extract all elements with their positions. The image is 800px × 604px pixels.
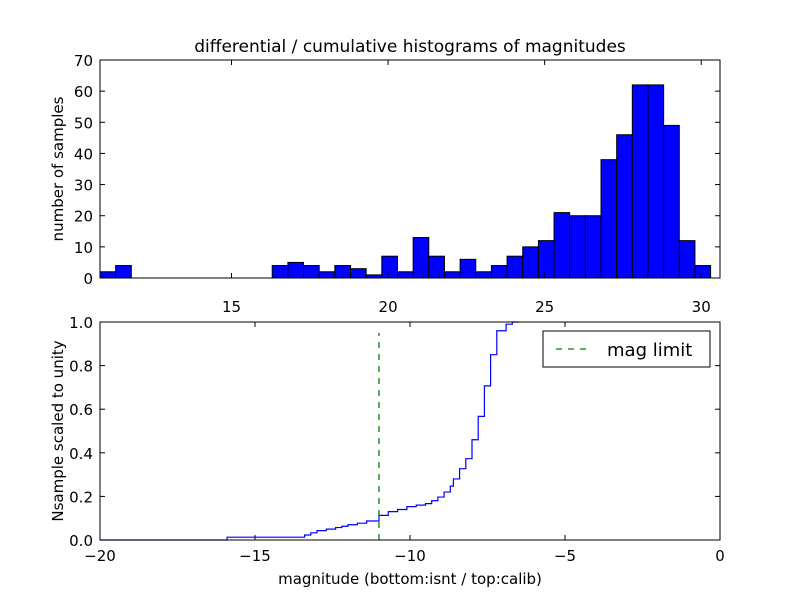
histogram-bar <box>663 124 680 279</box>
histogram-bar <box>115 265 132 279</box>
legend-label-mag-limit: mag limit <box>607 340 692 361</box>
histogram-bar <box>318 271 336 279</box>
cumulative-y-tick-label: 0.4 <box>69 445 93 463</box>
histogram-bar <box>506 255 524 279</box>
histogram-bar <box>522 246 539 279</box>
histogram-bar <box>459 258 477 279</box>
cumulative-y-tick-label: 0.8 <box>69 358 93 376</box>
histogram-bar <box>99 271 117 279</box>
cumulative-x-tick-label: 0 <box>715 547 725 565</box>
histogram-bar <box>647 84 665 279</box>
histogram-bar <box>678 240 696 279</box>
histogram-ticks: 0 10 20 30 40 50 60 70 15 20 25 30 <box>74 52 720 316</box>
cumulative-axes-frame <box>99 321 721 541</box>
histogram-bar <box>350 268 367 279</box>
histogram-x-tick-label: 20 <box>379 298 398 316</box>
cumulative-x-axis-label: magnitude (bottom:isnt / top:calib) <box>278 570 542 588</box>
histogram-bar <box>584 215 602 279</box>
cumulative-y-axis-label: Nsample scaled to unity <box>49 340 67 521</box>
histogram-bar <box>303 265 320 279</box>
histogram-y-tick-label: 60 <box>74 83 93 101</box>
histogram-bar <box>616 134 633 279</box>
cumulative-y-tick-label: 0.2 <box>69 488 93 506</box>
histogram-bar <box>490 265 508 279</box>
histogram-bar <box>428 255 445 279</box>
histogram-bar <box>334 265 352 279</box>
cumulative-x-tick-label: −5 <box>554 547 576 565</box>
histogram-bar <box>694 265 712 279</box>
histogram-y-tick-label: 30 <box>74 177 93 195</box>
histogram-bar <box>381 255 398 279</box>
cumulative-ticks: 0.0 0.2 0.4 0.6 0.8 1.0 −20 −15 −10 −5 0 <box>69 314 725 565</box>
histogram-axes-frame <box>99 59 721 279</box>
histogram-bar <box>569 215 586 279</box>
histogram-x-tick-label: 15 <box>222 298 241 316</box>
histogram-bar <box>271 265 289 279</box>
histogram-bar <box>600 159 618 279</box>
histogram-x-tick-label: 25 <box>535 298 554 316</box>
histogram-y-tick-label: 70 <box>74 52 93 70</box>
histogram-bar <box>631 84 649 279</box>
histogram-x-tick-label: 30 <box>692 298 711 316</box>
histogram-panel: differential / cumulative histograms of … <box>49 37 721 316</box>
histogram-title: differential / cumulative histograms of … <box>194 37 626 57</box>
cumulative-y-tick-label: 0.6 <box>69 401 93 419</box>
cumulative-panel: magnitude (bottom:isnt / top:calib) Nsam… <box>49 314 725 588</box>
histogram-bar <box>537 240 555 279</box>
cumulative-y-tick-label: 0.0 <box>69 532 93 550</box>
cumulative-x-tick-label: −10 <box>394 547 426 565</box>
legend: mag limit <box>542 330 711 368</box>
cumulative-x-tick-label: −20 <box>84 547 116 565</box>
histogram-y-tick-label: 10 <box>74 239 93 257</box>
histogram-bar <box>287 261 305 279</box>
histogram-bar <box>475 271 492 279</box>
cumulative-x-tick-label: −15 <box>239 547 271 565</box>
histogram-y-tick-label: 20 <box>74 208 93 226</box>
histogram-y-tick-label: 50 <box>74 114 93 132</box>
histogram-y-tick-label: 40 <box>74 145 93 163</box>
histogram-bar <box>412 237 430 279</box>
histogram-y-axis-label: number of samples <box>49 96 67 241</box>
cumulative-lines <box>100 321 519 541</box>
cumulative-y-tick-label: 1.0 <box>69 314 93 332</box>
histogram-bar <box>553 212 571 279</box>
histogram-bar <box>443 271 461 279</box>
histogram-bar <box>396 271 414 279</box>
cumulative-step-line <box>100 321 519 541</box>
histogram-bars <box>99 84 712 279</box>
histogram-y-tick-label: 0 <box>83 270 93 288</box>
